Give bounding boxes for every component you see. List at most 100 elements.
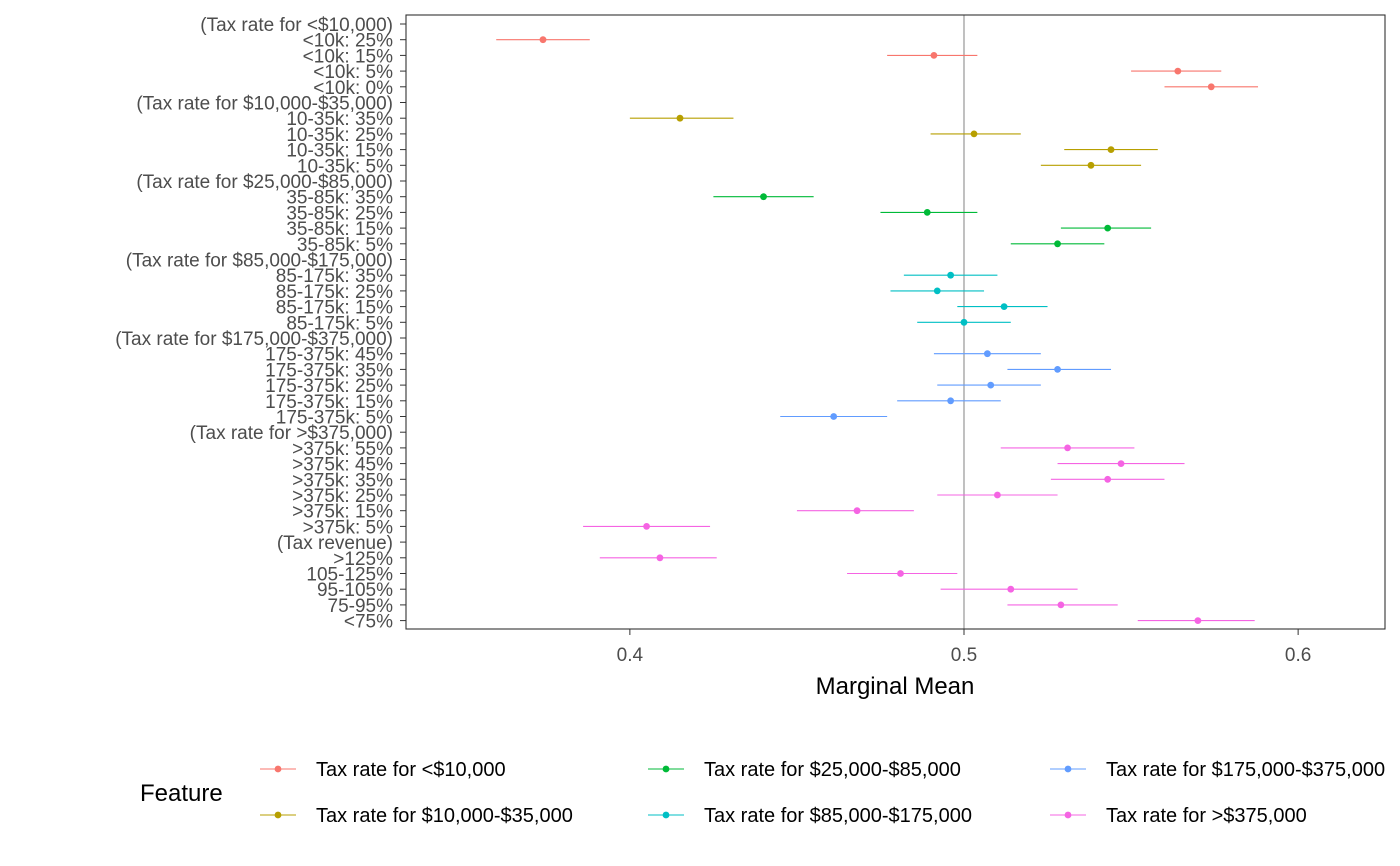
y-tick-label: 105-125% [306, 565, 393, 586]
x-axis-title: Marginal Mean [816, 673, 975, 700]
y-tick-label: 95-105% [317, 580, 393, 601]
y-tick-label: >375k: 45% [292, 455, 393, 476]
x-tick-label: 0.4 [617, 645, 644, 666]
y-tick-label: <10k: 0% [313, 78, 393, 99]
legend-item: Tax rate for $175,000-$375,000 [1050, 759, 1385, 781]
legend-key-point [274, 811, 282, 819]
legend-label: Tax rate for <$10,000 [316, 759, 506, 781]
y-tick-label: <10k: 25% [303, 31, 393, 52]
estimate-point [970, 130, 978, 138]
y-tick-label: <10k: 5% [313, 62, 393, 83]
y-tick-label: >375k: 55% [292, 439, 393, 460]
y-tick-label: (Tax rate for $10,000-$35,000) [136, 94, 393, 115]
y-tick-label: >375k: 35% [292, 470, 393, 491]
estimate-point [676, 114, 684, 122]
estimate-point [760, 193, 767, 201]
y-tick-label: 175-375k: 25% [265, 376, 393, 397]
estimate-point [853, 507, 861, 515]
y-tick-label: 75-95% [328, 596, 394, 617]
y-tick-label: 35-85k: 25% [286, 203, 393, 224]
legend: Feature Tax rate for <$10,000 Tax rate fo… [140, 759, 1385, 827]
estimate-point [983, 350, 991, 358]
legend-label: Tax rate for $25,000-$85,000 [704, 759, 961, 781]
y-tick-label: >375k: 5% [303, 517, 393, 538]
legend-label: Tax rate for >$375,000 [1106, 805, 1307, 827]
legend-label: Tax rate for $85,000-$175,000 [704, 805, 972, 827]
y-tick-label: 85-175k: 35% [276, 266, 393, 287]
x-tick-label: 0.5 [951, 645, 977, 666]
x-axis-ticks: 0.4 0.5 0.6 [617, 629, 1311, 666]
legend-key-point [274, 765, 282, 773]
estimate-point [1117, 460, 1125, 467]
y-tick-label: (Tax rate for <$10,000) [200, 15, 393, 36]
estimate-point [656, 554, 664, 562]
estimate-point [960, 318, 968, 326]
y-tick-label: (Tax rate for $175,000-$375,000) [115, 329, 393, 350]
estimate-point [1007, 585, 1015, 593]
estimate-point [1087, 161, 1095, 169]
legend-item: Tax rate for $25,000-$85,000 [648, 759, 961, 781]
legend-item: Tax rate for <$10,000 [260, 759, 506, 781]
legend-key-point [662, 765, 670, 773]
estimate-point [539, 36, 547, 44]
estimate-point [1057, 601, 1065, 609]
estimate-point [1000, 303, 1008, 310]
legend-key-point [1064, 765, 1072, 773]
estimate-point [923, 209, 931, 216]
legend-label: Tax rate for $10,000-$35,000 [316, 805, 573, 827]
estimate-point [1104, 224, 1112, 232]
legend-label: Tax rate for $175,000-$375,000 [1106, 759, 1385, 781]
legend-key-point [1064, 811, 1072, 819]
estimate-point [947, 271, 955, 279]
estimate-point [1064, 444, 1071, 452]
estimate-point [1207, 83, 1215, 91]
estimate-point [643, 523, 650, 530]
estimate-point [994, 491, 1001, 499]
y-tick-label: 10-35k: 5% [297, 156, 393, 177]
y-tick-label: 10-35k: 25% [286, 125, 393, 146]
estimate-point [947, 397, 955, 405]
y-tick-label: (Tax rate for >$375,000) [190, 423, 393, 444]
y-tick-label: 85-175k: 15% [276, 298, 393, 319]
y-tick-label: <10k: 15% [303, 46, 393, 67]
estimate-point [1054, 366, 1061, 373]
legend-title: Feature [140, 780, 223, 807]
y-tick-label: >125% [333, 549, 393, 570]
y-axis-labels: (Tax rate for <$10,000)<10k: 25%<10k: 15… [115, 15, 393, 633]
data-marks [496, 36, 1259, 624]
estimate-point [930, 52, 938, 59]
y-tick-label: 10-35k: 15% [286, 141, 393, 162]
estimate-point [1194, 617, 1202, 624]
estimate-point [1107, 146, 1115, 154]
estimate-point [1054, 240, 1061, 248]
y-tick-label: 175-375k: 15% [265, 392, 393, 413]
estimate-point [987, 381, 995, 389]
y-tick-label: (Tax rate for $85,000-$175,000) [126, 251, 393, 272]
y-tick-label: 35-85k: 35% [286, 188, 393, 209]
estimate-point [897, 570, 904, 577]
y-tick-label: >375k: 15% [292, 502, 393, 523]
x-tick-label: 0.6 [1285, 645, 1311, 666]
y-tick-label: (Tax revenue) [277, 533, 393, 554]
y-tick-label: >375k: 25% [292, 486, 393, 507]
y-tick-label: 85-175k: 5% [286, 313, 393, 334]
estimate-point [1174, 67, 1182, 75]
y-tick-label: 35-85k: 5% [297, 235, 393, 256]
legend-item: Tax rate for $10,000-$35,000 [260, 805, 573, 827]
y-tick-label: 35-85k: 15% [286, 219, 393, 240]
y-tick-label: 85-175k: 25% [276, 282, 393, 303]
y-tick-label: <75% [344, 612, 393, 633]
y-tick-label: 175-375k: 5% [276, 408, 393, 429]
legend-key-point [662, 811, 670, 819]
y-axis-ticks [400, 23, 406, 622]
estimate-point [1104, 475, 1112, 483]
y-tick-label: (Tax rate for $25,000-$85,000) [136, 172, 393, 193]
legend-item: Tax rate for >$375,000 [1050, 805, 1307, 827]
plot-panel-border [405, 14, 1386, 630]
y-tick-label: 175-375k: 35% [265, 360, 393, 381]
legend-item: Tax rate for $85,000-$175,000 [648, 805, 972, 827]
y-tick-label: 10-35k: 35% [286, 109, 393, 130]
estimate-point [830, 413, 838, 420]
y-tick-label: 175-375k: 45% [265, 345, 393, 366]
